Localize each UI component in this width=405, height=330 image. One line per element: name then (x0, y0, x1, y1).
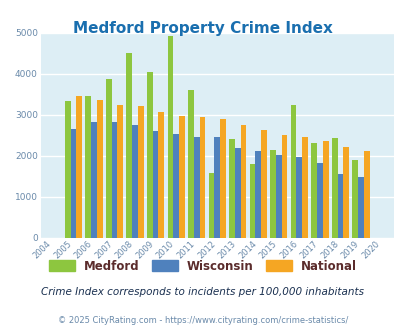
Bar (138, 106, 143, 238)
Bar (331, 138, 337, 238)
Bar (363, 151, 369, 238)
Bar (352, 160, 357, 238)
Bar (301, 137, 307, 238)
Bar (193, 137, 199, 238)
Bar (311, 144, 316, 238)
Bar (199, 117, 205, 238)
Bar (152, 131, 158, 238)
Bar (249, 164, 255, 238)
Bar (126, 53, 132, 238)
Bar (260, 130, 266, 238)
Bar (255, 151, 260, 238)
Bar (220, 119, 225, 238)
Bar (357, 177, 363, 238)
Bar (316, 163, 322, 238)
Bar (147, 72, 152, 238)
Bar (234, 148, 240, 238)
Legend: Medford, Wisconsin, National: Medford, Wisconsin, National (44, 255, 361, 278)
Bar (281, 135, 287, 238)
Bar (240, 125, 246, 238)
Bar (214, 137, 220, 238)
Bar (106, 79, 111, 238)
Bar (111, 122, 117, 238)
Bar (97, 100, 102, 238)
Bar (188, 90, 193, 238)
Bar (322, 141, 328, 238)
Text: Crime Index corresponds to incidents per 100,000 inhabitants: Crime Index corresponds to incidents per… (41, 287, 364, 297)
Bar (85, 96, 91, 238)
Bar (91, 122, 97, 238)
Bar (343, 147, 348, 238)
Bar (117, 105, 123, 238)
Bar (275, 155, 281, 238)
Bar (270, 149, 275, 238)
Bar (173, 135, 179, 238)
Bar (337, 174, 343, 238)
Bar (290, 105, 296, 238)
Bar (228, 139, 234, 238)
Bar (208, 173, 214, 238)
Bar (167, 36, 173, 238)
Bar (132, 125, 138, 238)
Text: Medford Property Crime Index: Medford Property Crime Index (73, 21, 332, 36)
Bar (296, 157, 301, 238)
Bar (76, 96, 82, 238)
Bar (179, 116, 184, 238)
Bar (70, 129, 76, 238)
Text: © 2025 CityRating.com - https://www.cityrating.com/crime-statistics/: © 2025 CityRating.com - https://www.city… (58, 315, 347, 325)
Bar (65, 101, 70, 238)
Bar (158, 113, 164, 238)
